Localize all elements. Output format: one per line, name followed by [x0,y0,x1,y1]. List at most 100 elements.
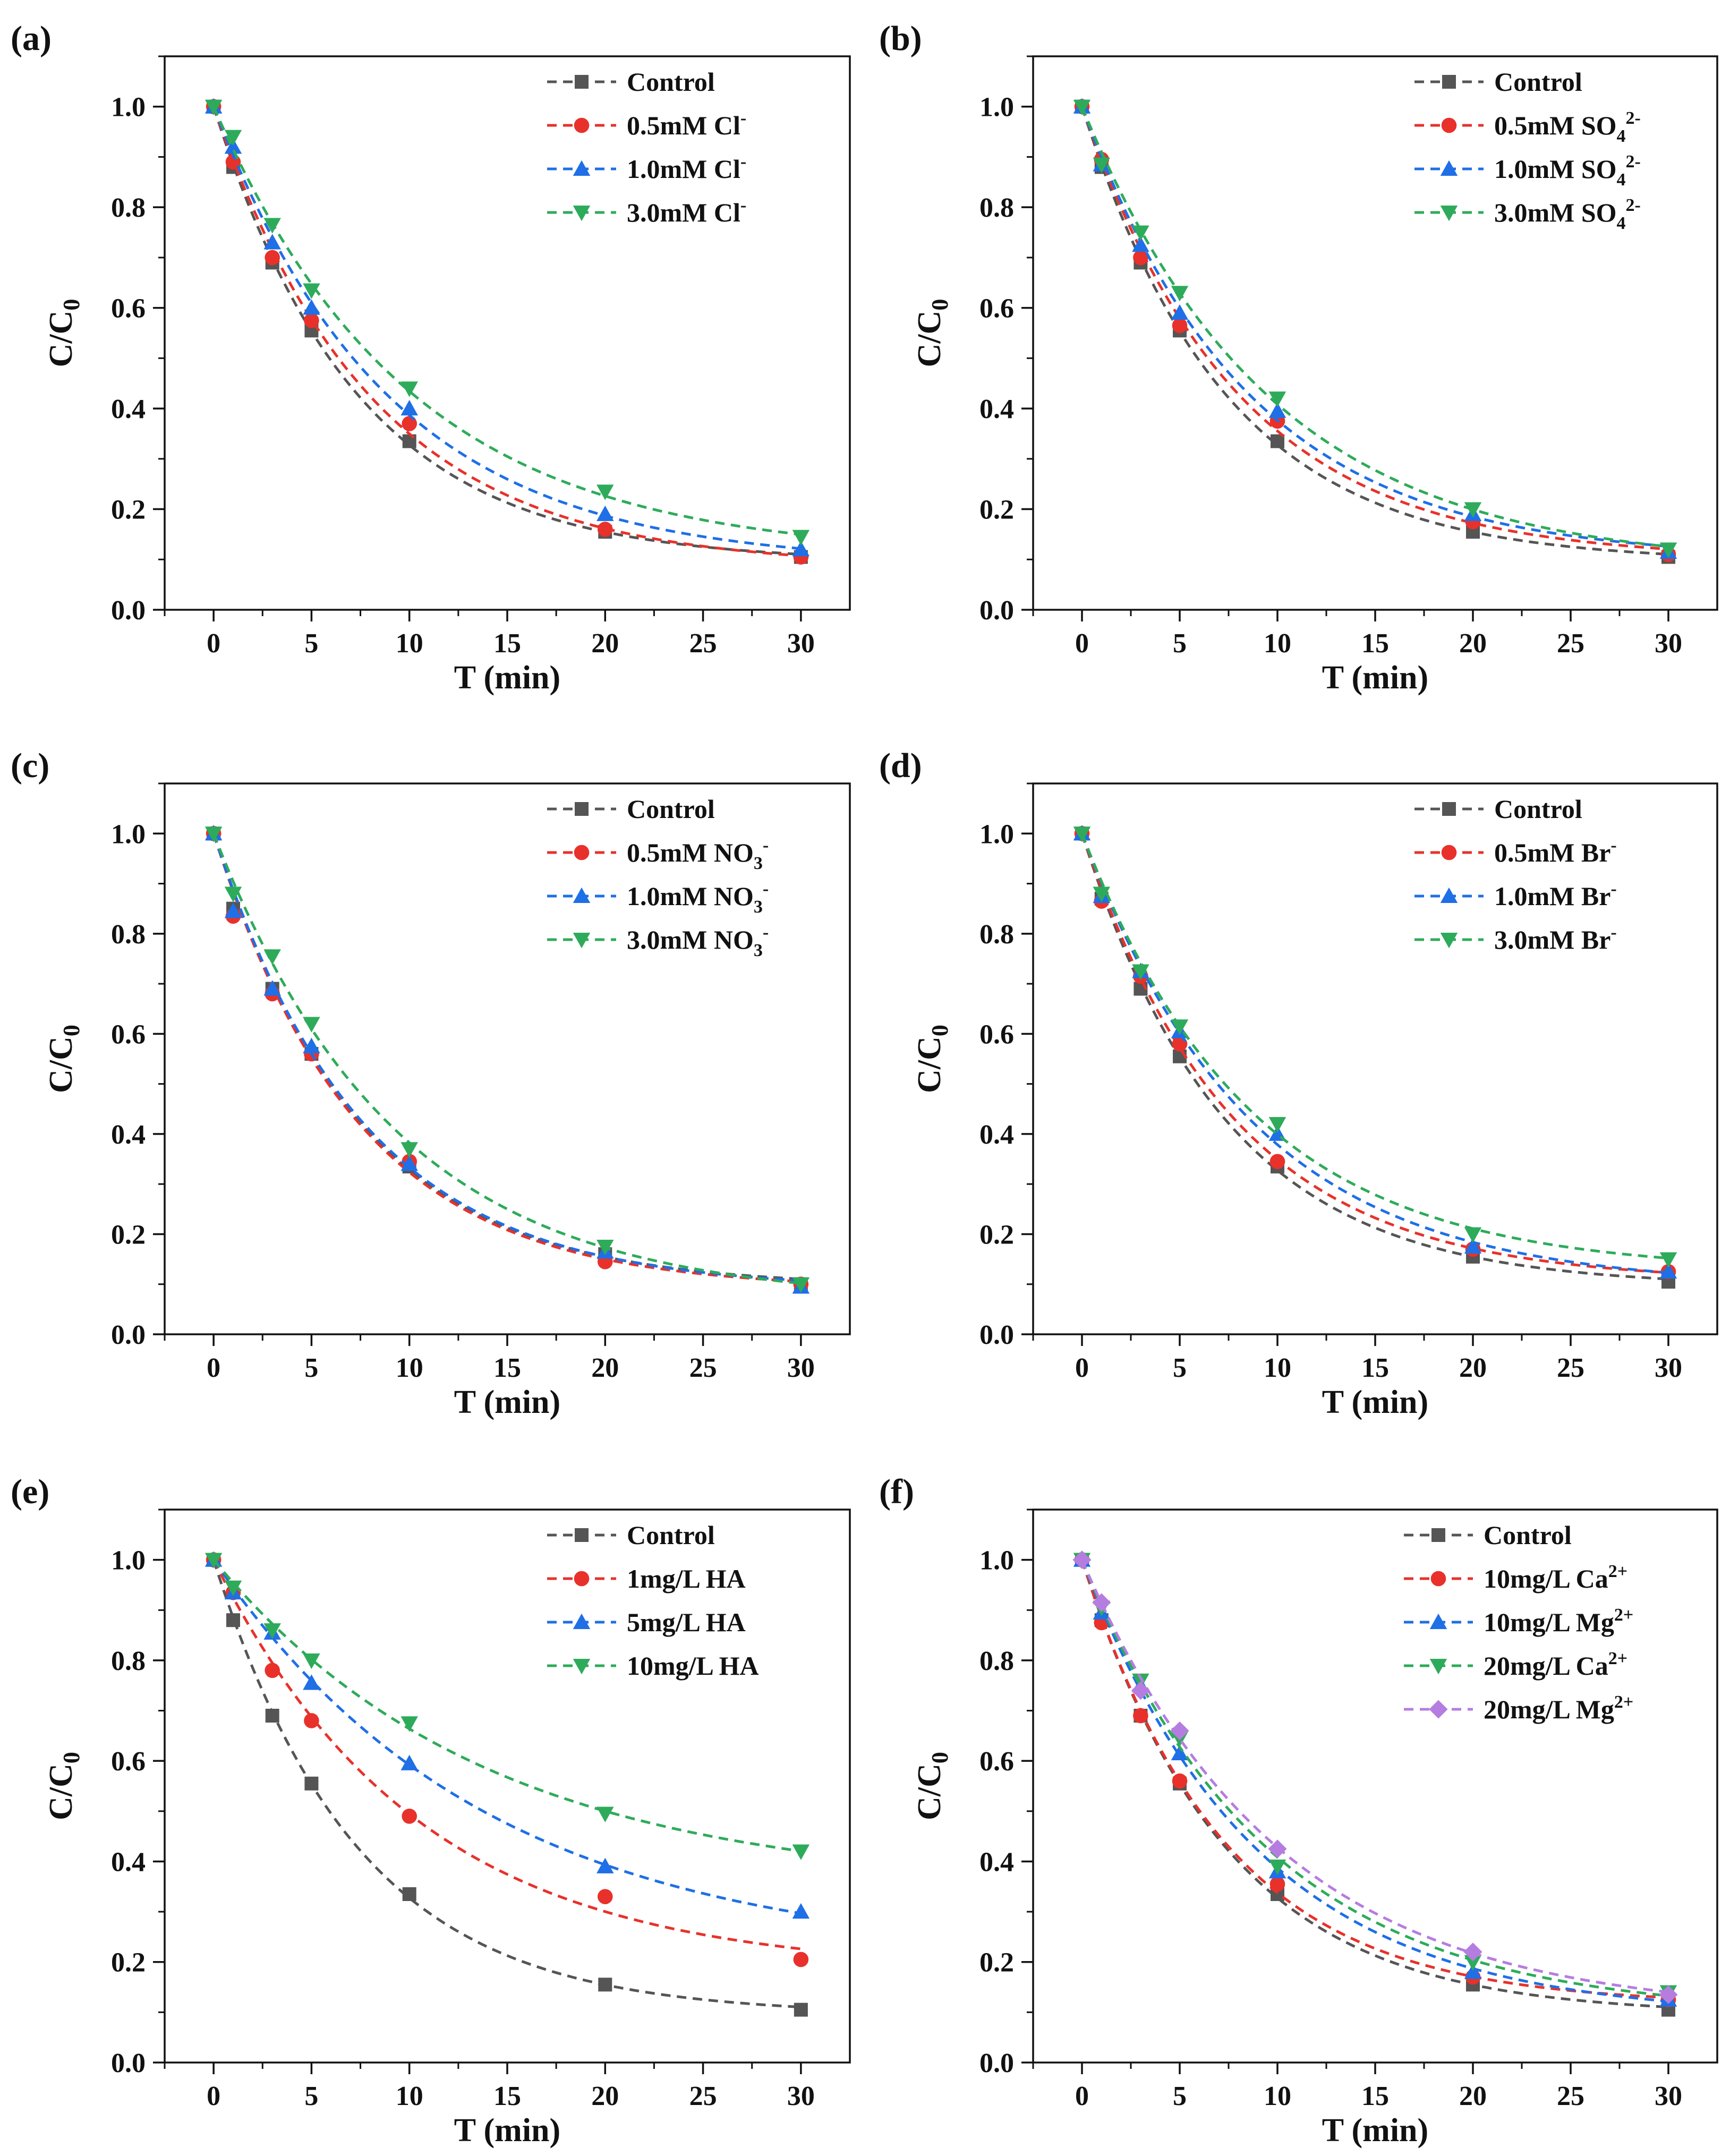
data-point [400,1155,418,1171]
y-tick-label: 0.8 [111,1646,146,1676]
legend-label-sup: - [763,879,769,899]
data-point [303,1653,320,1669]
legend-marker [1440,206,1458,221]
x-tick-label: 20 [591,1353,619,1383]
panel-a: (a) 0 5 10 15 20 25 30 0.0 0.2 0.4 0.6 0.8 1.0 T (min)… [11,19,851,696]
x-axis-label: T (min) [1322,1384,1428,1420]
x-tick-label: 25 [689,2081,717,2111]
fit-curve [212,833,802,1285]
x-tick-label: 30 [1655,628,1682,659]
legend-item: Control [1414,67,1582,97]
legend-label: 10mg/L HA [627,1651,759,1681]
legend-label-main: 0.5mM Br [1494,838,1610,867]
legend-marker [1429,1659,1447,1675]
y-axis-label-main: C/C [911,1763,948,1820]
legend-label: Control [627,1520,715,1550]
y-tick-label: 0.6 [111,1019,146,1050]
data-point [263,1623,281,1639]
y-axis-label-sub: 0 [58,1752,84,1763]
legend-marker [574,845,590,860]
legend-marker [1440,933,1458,949]
legend-label: 10mg/L Mg2+ [1484,1605,1633,1637]
x-axis-label: T (min) [1322,660,1428,696]
legend-label: 3.0mM SO42- [1494,195,1641,233]
x-tick-label: 15 [1361,628,1389,659]
fit-curve [212,106,802,536]
legend-item: 10mg/L Mg2+ [1404,1605,1633,1637]
legend-marker [575,1528,589,1542]
data-point [402,1887,416,1901]
x-tick-label: 20 [1459,628,1487,659]
x-tick-label: 30 [787,628,815,659]
legend-label-sub: 3 [754,941,763,960]
y-tick-label: 0.0 [979,595,1014,626]
y-tick-label: 0.0 [979,1320,1014,1350]
legend-marker [573,1659,591,1675]
x-tick-label: 0 [207,2081,220,2111]
y-tick-label: 0.4 [979,1120,1014,1150]
data-point [1170,1721,1189,1740]
legend-label-main: 20mg/L Ca [1484,1651,1608,1681]
x-tick-label: 30 [787,1353,815,1383]
x-tick-label: 20 [1459,2081,1487,2111]
legend-label-sup: - [1610,879,1616,899]
y-tick-label: 1.0 [979,819,1014,849]
y-tick-label: 1.0 [979,92,1014,123]
legend-label: Control [627,67,715,97]
legend-label: 0.5mM Cl- [627,108,746,140]
panel-f: (f) 0 5 10 15 20 25 30 0.0 0.2 0.4 0.6 0.8 1.0 T (min)… [879,1472,1718,2149]
data-point [402,1808,417,1824]
y-axis-label-sub: 0 [927,1752,953,1763]
legend-label-main: 3.0mM Br [1494,925,1610,955]
x-axis-label: T (min) [1322,2112,1428,2149]
data-point [596,1806,614,1822]
x-axis-label: T (min) [454,1384,560,1420]
legend-label-main: 10mg/L Mg [1484,1607,1614,1637]
legend-item: 20mg/L Ca2+ [1404,1649,1627,1681]
x-tick-label: 5 [304,2081,318,2111]
x-tick-label: 10 [1264,2081,1291,2111]
plot-frame [164,1509,851,2064]
legend-label-sup: 2+ [1608,1649,1627,1668]
data-point [1133,1708,1148,1724]
legend-label-main: 0.5mM Cl [627,110,740,140]
legend-label: Control [1494,794,1582,824]
panel-e: (e) 0 5 10 15 20 25 30 0.0 0.2 0.4 0.6 0.8 1.0 T (min)… [11,1472,851,2149]
data-point [596,505,614,522]
legend-marker [1431,1528,1445,1542]
legend-item: 5mg/L HA [547,1607,746,1637]
legend-label-sub: 3 [754,854,763,873]
x-tick-label: 5 [1173,1353,1187,1383]
data-point [263,949,281,965]
data-point [1464,1955,1482,1971]
y-tick-label: 0.4 [979,394,1014,424]
y-tick-label: 1.0 [111,92,146,123]
data-point [1072,1550,1092,1570]
legend-label-sup: - [740,108,746,128]
y-tick-label: 0.0 [111,1320,146,1350]
legend-label-main: 1mg/L HA [627,1564,746,1593]
data-point [1268,1117,1286,1133]
y-axis-label-sub: 0 [927,1025,953,1036]
legend-label-sub: 4 [1617,170,1626,190]
legend-marker [574,117,590,133]
y-axis-label-sub: 0 [58,299,84,311]
y-axis-label: C/C0 [911,1025,953,1093]
legend-label-sup: - [740,195,746,215]
plot-frame [1032,782,1718,1335]
data-point [1268,402,1286,418]
legend-label-main: Control [627,67,715,97]
x-tick-label: 25 [1557,2081,1584,2111]
data-point [1464,502,1482,518]
data-point [1464,1963,1482,1979]
panel-c: (c)0 5 10 15 20 25 300.00.20.40.60.81.0T (min)… [11,746,851,1420]
x-tick-label: 20 [591,628,619,659]
legend-marker [1430,1571,1446,1587]
fit-curve [212,106,802,550]
legend-label-main: 1.0mM Cl [627,154,740,184]
legend-label-main: 3.0mM Cl [627,198,740,227]
data-point [596,1857,614,1873]
data-point [400,399,418,416]
y-axis-label: C/C0 [43,299,84,368]
